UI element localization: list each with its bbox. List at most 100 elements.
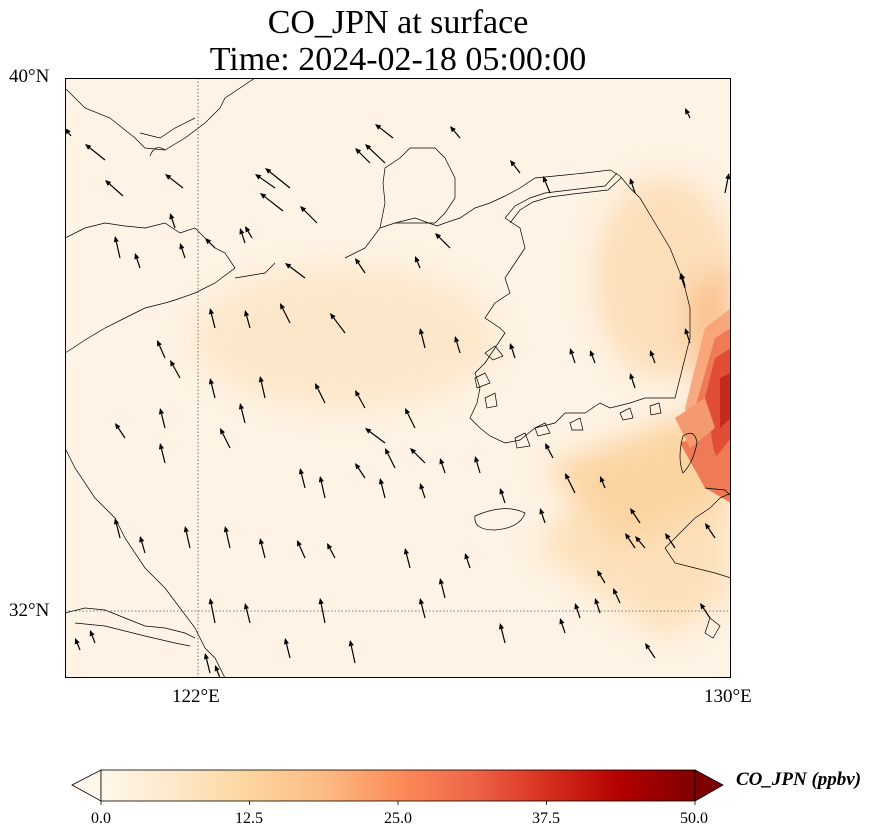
wind-arrow-shaft — [208, 241, 216, 249]
wind-arrow-shaft — [181, 248, 186, 259]
wind-arrow-shaft — [456, 341, 461, 354]
wind-arrow-shaft — [614, 593, 621, 604]
wind-arrow-head — [158, 443, 164, 450]
wind-arrow-head — [105, 180, 112, 186]
wind-arrow-head — [385, 448, 391, 455]
wind-arrow-shaft — [379, 127, 394, 139]
wind-arrow-shaft — [358, 151, 371, 164]
concentration-hotspot — [675, 308, 731, 503]
wind-arrow-head — [113, 518, 119, 525]
wind-arrow-shaft — [631, 378, 636, 389]
wind-arrow-head — [438, 578, 444, 585]
wind-arrow-head — [680, 273, 686, 280]
wind-arrow-shaft — [513, 164, 521, 174]
wind-arrow-head — [569, 348, 575, 355]
wind-arrow-shaft — [686, 333, 691, 344]
wind-arrow-shaft — [298, 545, 306, 559]
wind-arrow-shaft — [500, 628, 506, 644]
wind-arrow-head — [85, 144, 92, 150]
wind-arrow-shaft — [91, 635, 96, 644]
wind-arrow-head — [450, 126, 456, 133]
wind-arrow-head — [542, 176, 548, 183]
wind-arrow-head — [629, 178, 635, 185]
colorbar-tick-1: 12.5 — [235, 810, 263, 827]
wind-arrow-head — [574, 603, 580, 610]
wind-arrow-shaft — [544, 181, 551, 194]
wind-arrow-shaft — [264, 196, 284, 212]
wind-arrow-shaft — [682, 278, 686, 287]
wind-arrow-head — [418, 328, 424, 335]
wind-arrow-shaft — [285, 643, 291, 659]
wind-arrow-shaft — [511, 348, 516, 359]
wind-arrow-head — [169, 213, 175, 220]
wind-arrow-shaft — [169, 177, 184, 189]
wind-arrow-shaft — [441, 463, 446, 474]
wind-arrow-shaft — [647, 647, 656, 659]
wind-arrow-head — [630, 508, 636, 515]
wind-arrow-head — [435, 233, 442, 240]
wind-arrow-head — [208, 308, 214, 315]
wind-arrow-shaft — [651, 355, 656, 364]
lat-label-40n: 40°N — [9, 66, 50, 87]
wind-arrow-shaft — [222, 433, 231, 449]
wind-arrow-shaft — [707, 527, 716, 539]
wind-arrow-shaft — [260, 543, 266, 559]
wind-arrow-head — [625, 533, 631, 540]
wind-arrow-head — [134, 253, 140, 260]
wind-arrow-head — [700, 603, 706, 610]
wind-arrow-head — [318, 598, 324, 605]
wind-arrow-shaft — [185, 531, 191, 549]
wind-arrow-head — [365, 428, 372, 434]
wind-arrow-shaft — [421, 488, 426, 499]
wind-arrow-head — [170, 360, 176, 367]
wind-arrow-head — [239, 228, 245, 235]
wind-arrow-head — [685, 108, 691, 115]
colorbar-extend-low — [71, 769, 102, 802]
wind-arrow-head — [499, 488, 505, 495]
wind-arrow-head — [283, 638, 289, 645]
wind-arrow-shaft — [591, 355, 596, 364]
wind-arrow-shaft — [240, 408, 246, 424]
wind-arrow-shaft — [420, 603, 426, 619]
wind-arrow-head — [705, 523, 711, 530]
wind-arrow-head — [74, 638, 80, 645]
wind-arrow-shaft — [117, 427, 126, 439]
wind-arrow-shaft — [476, 461, 481, 474]
map-panel — [65, 78, 731, 678]
wind-arrow-head — [244, 310, 250, 317]
wind-arrow-shaft — [241, 233, 246, 244]
wind-arrow-head — [157, 340, 162, 347]
wind-arrow-shaft — [413, 451, 426, 464]
wind-arrow-shaft — [216, 670, 221, 678]
wind-arrow-head — [318, 476, 324, 483]
wind-arrow-shaft — [407, 413, 416, 429]
coastlines — [65, 78, 731, 678]
wind-arrow-shaft — [466, 558, 471, 569]
wind-arrow-shaft — [357, 262, 366, 274]
wind-arrow-shaft — [350, 645, 356, 664]
wind-arrow-head — [214, 665, 220, 672]
wind-arrow-head — [464, 553, 470, 560]
wind-arrow-head — [439, 458, 445, 465]
wind-arrow-shaft — [115, 241, 121, 259]
wind-arrow-head — [509, 343, 515, 350]
wind-arrow-head — [238, 403, 244, 410]
wind-arrow-shaft — [627, 537, 636, 549]
colorbar-tick-2: 25.0 — [384, 810, 412, 827]
wind-arrow-shaft — [357, 394, 366, 409]
lon-label-130e: 130°E — [704, 686, 752, 707]
wind-arrow-shaft — [453, 130, 461, 139]
wind-arrow-head — [208, 598, 214, 605]
wind-arrow-shaft — [632, 512, 641, 524]
wind-arrow-shaft — [369, 431, 386, 444]
wind-arrow-head — [355, 258, 361, 265]
wind-arrow-shaft — [171, 218, 176, 229]
wind-arrow-head — [348, 640, 354, 647]
wind-arrow-head — [365, 144, 372, 151]
wind-arrow-shaft — [89, 147, 106, 161]
wind-arrow-shaft — [245, 608, 251, 624]
wind-arrow-head — [498, 623, 504, 630]
wind-arrow-shaft — [269, 171, 291, 189]
wind-arrow-head — [474, 456, 480, 463]
wind-arrow-shaft — [246, 315, 251, 329]
